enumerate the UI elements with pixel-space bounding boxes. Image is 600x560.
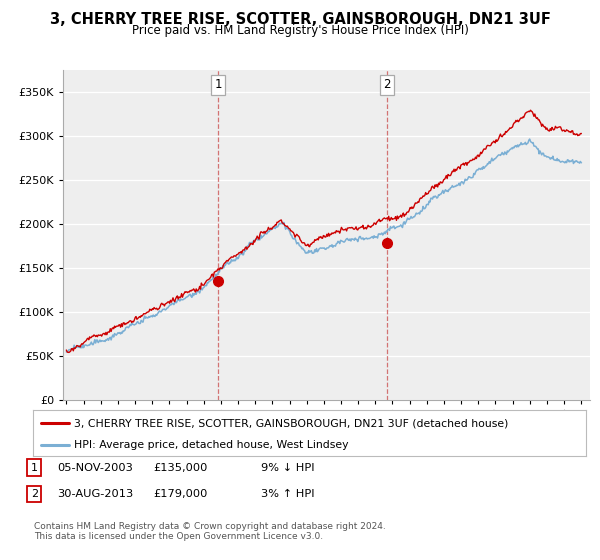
Text: £135,000: £135,000 [153, 463, 208, 473]
Text: 2: 2 [383, 78, 391, 91]
Text: 30-AUG-2013: 30-AUG-2013 [57, 489, 133, 499]
Text: 3, CHERRY TREE RISE, SCOTTER, GAINSBOROUGH, DN21 3UF (detached house): 3, CHERRY TREE RISE, SCOTTER, GAINSBOROU… [74, 418, 509, 428]
Text: Price paid vs. HM Land Registry's House Price Index (HPI): Price paid vs. HM Land Registry's House … [131, 24, 469, 37]
Text: 9% ↓ HPI: 9% ↓ HPI [261, 463, 314, 473]
Text: 3, CHERRY TREE RISE, SCOTTER, GAINSBOROUGH, DN21 3UF: 3, CHERRY TREE RISE, SCOTTER, GAINSBOROU… [50, 12, 550, 27]
Text: 05-NOV-2003: 05-NOV-2003 [57, 463, 133, 473]
Text: 3% ↑ HPI: 3% ↑ HPI [261, 489, 314, 499]
Text: 2: 2 [31, 489, 38, 499]
Text: 1: 1 [31, 463, 38, 473]
Text: This data is licensed under the Open Government Licence v3.0.: This data is licensed under the Open Gov… [34, 532, 323, 541]
Text: £179,000: £179,000 [153, 489, 208, 499]
Text: Contains HM Land Registry data © Crown copyright and database right 2024.: Contains HM Land Registry data © Crown c… [34, 522, 386, 531]
Text: 1: 1 [214, 78, 222, 91]
Text: HPI: Average price, detached house, West Lindsey: HPI: Average price, detached house, West… [74, 440, 349, 450]
